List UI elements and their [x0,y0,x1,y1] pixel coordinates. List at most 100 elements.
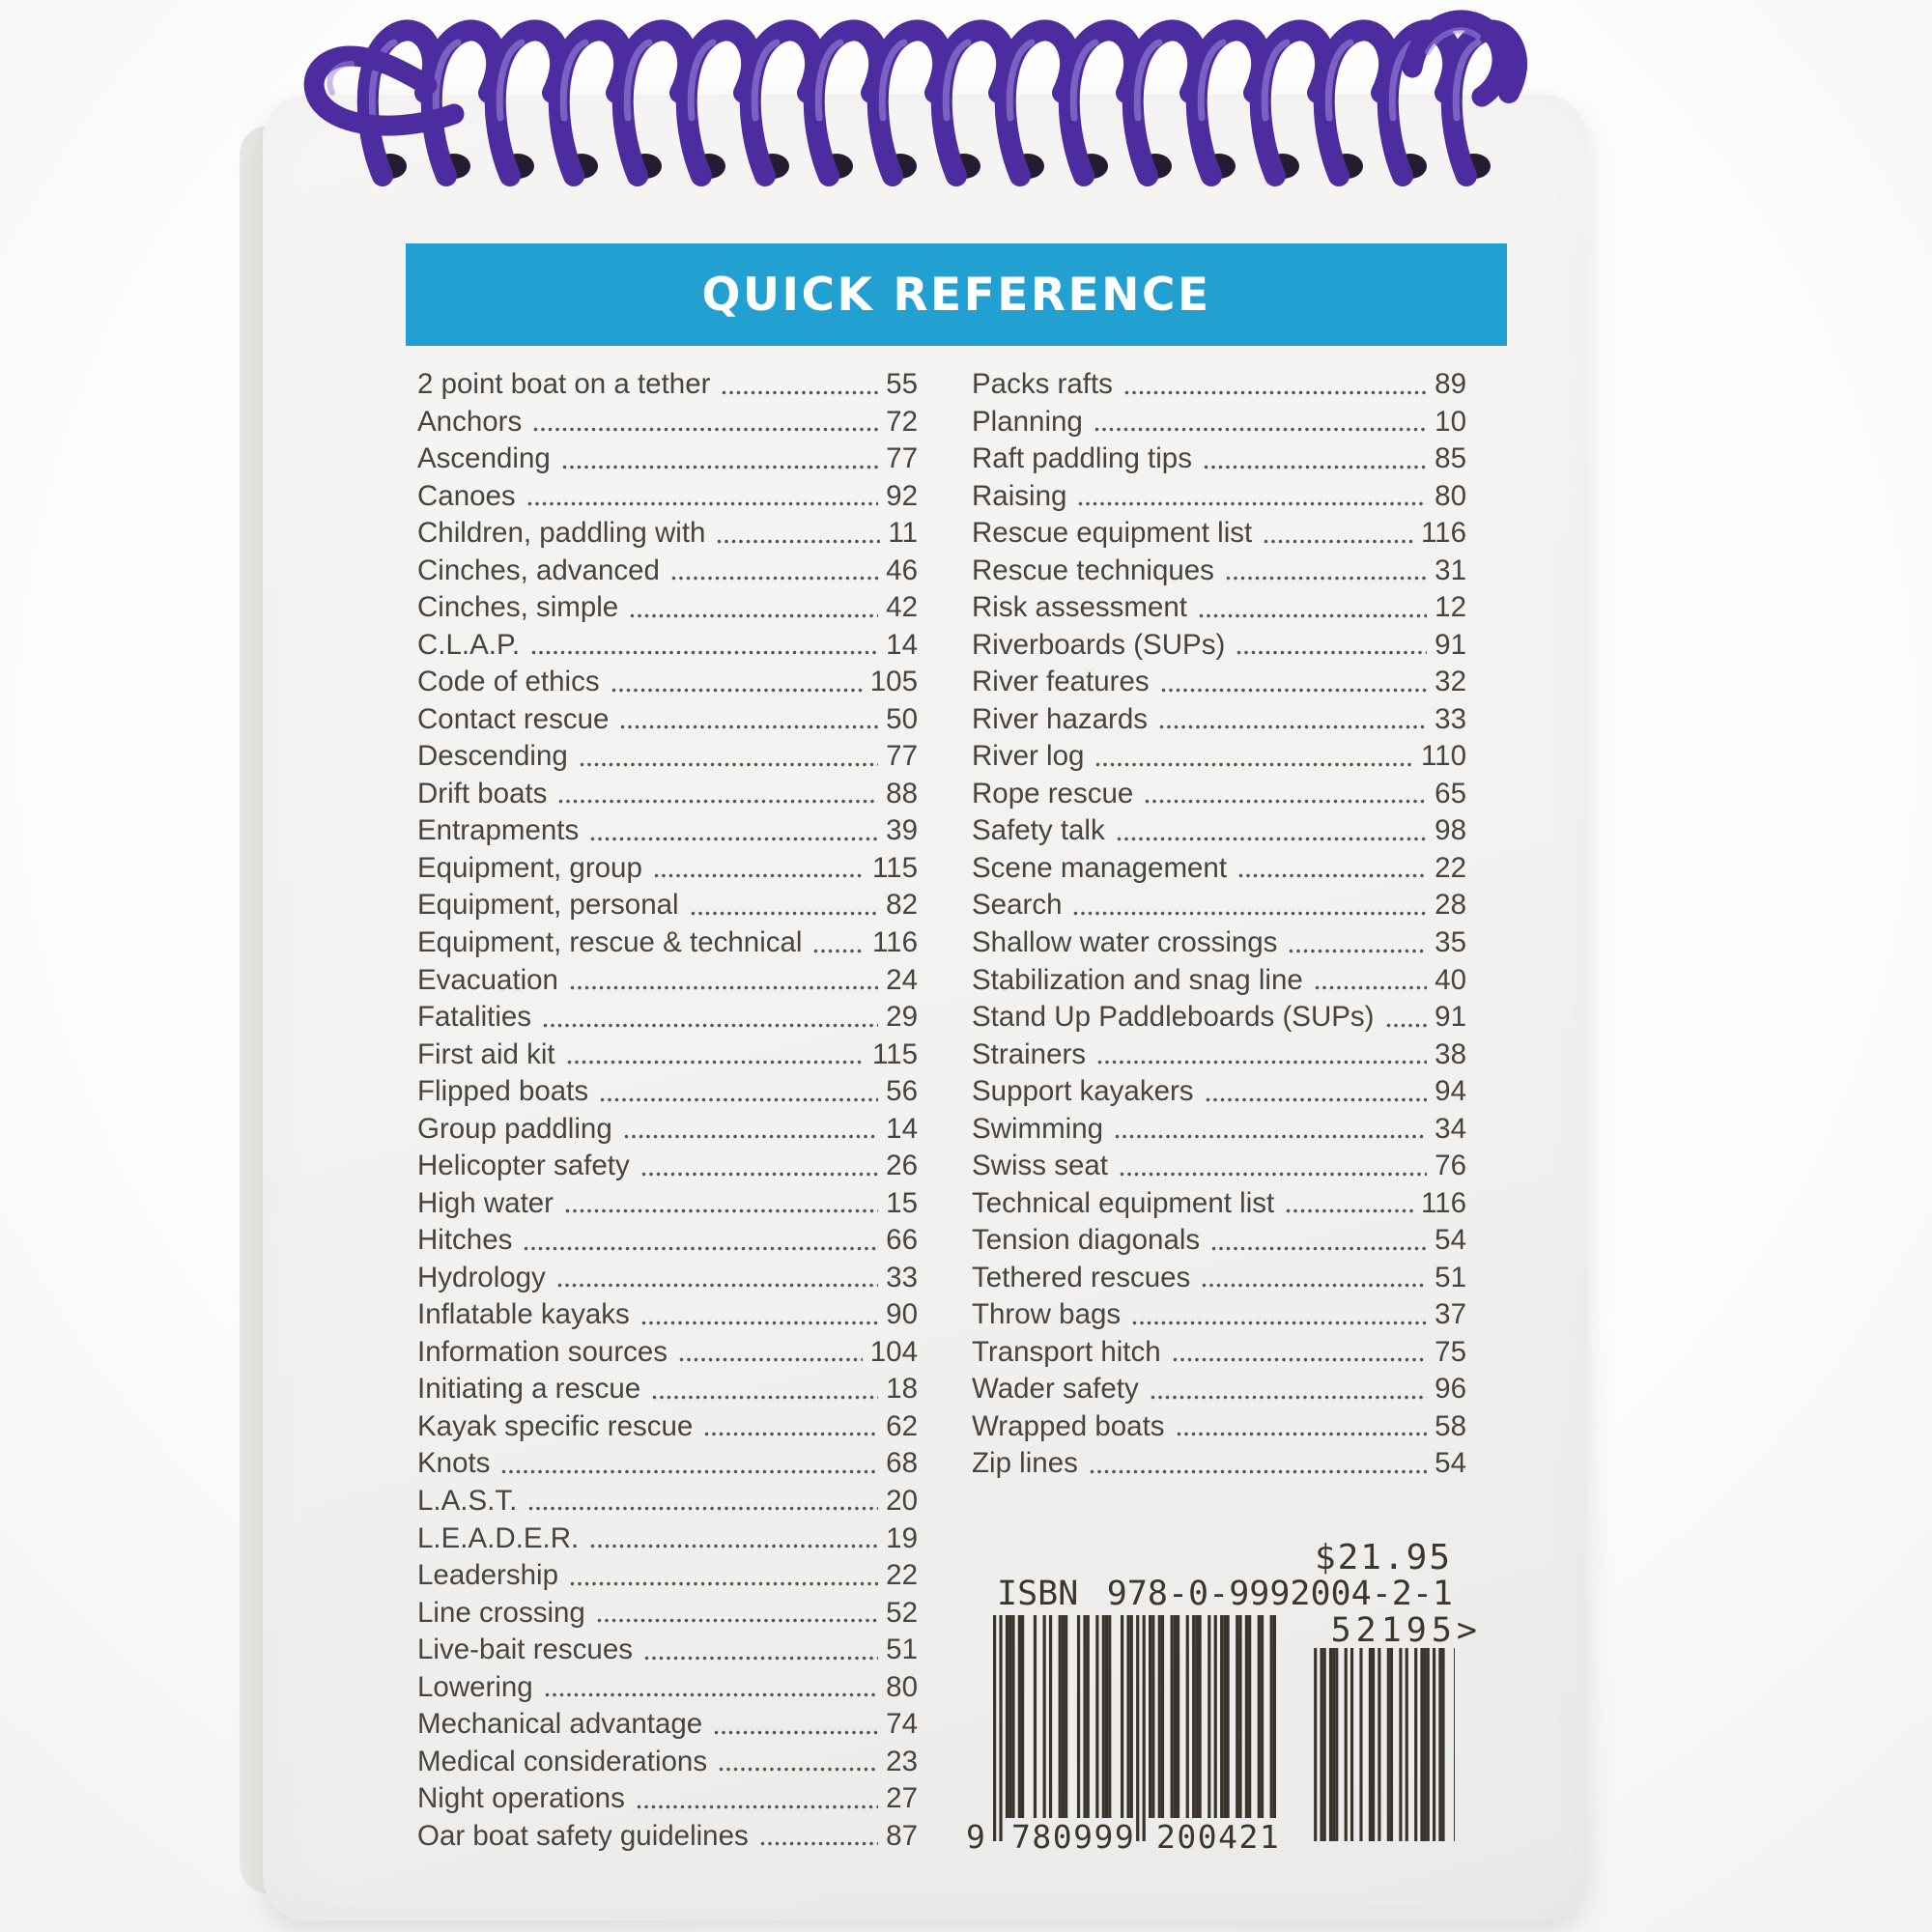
index-entry-row: Fatalities 29 [417,1000,918,1037]
index-entry-page-number: 105 [869,666,918,698]
index-entry-row: Inflatable kayaks 90 [417,1297,918,1335]
index-entry-row: River hazards 33 [972,702,1466,740]
index-entry-row: Stabilization and snag line 40 [972,963,1466,1001]
index-entry-page-number: 34 [1435,1112,1466,1145]
index-entry-label: Swiss seat [972,1150,1108,1182]
dotted-leader [813,948,865,953]
dotted-leader [1236,650,1428,656]
dotted-leader [630,612,879,618]
index-entry-page-number: 14 [886,628,918,661]
index-entry-page-number: 87 [886,1819,918,1852]
index-entry-page-number: 58 [1435,1409,1466,1442]
dotted-leader [590,1544,879,1548]
index-entry-label: Strainers [972,1037,1087,1070]
dotted-leader [596,1618,879,1624]
index-entry-label: Initiating a rescue [417,1373,641,1406]
dotted-leader [1172,1357,1428,1363]
dotted-leader [640,1320,879,1325]
index-entry-row: Risk assessment 12 [972,590,1466,628]
index-entry-label: Support kayakers [972,1075,1194,1108]
index-entry-row: Evacuation 24 [417,963,918,1001]
index-entry-label: Code of ethics [417,666,600,698]
index-entry-label: Children, paddling with [417,517,706,550]
index-entry-label: Tethered rescues [972,1261,1191,1293]
index-entry-row: Lowering 80 [417,1670,918,1708]
index-entry-page-number: 52 [886,1596,918,1629]
dotted-leader [652,1394,879,1400]
index-entry-page-number: 91 [1435,1001,1466,1034]
index-entry-page-number: 104 [869,1335,918,1368]
index-entry-label: Rescue techniques [972,554,1214,586]
dotted-leader [644,1655,879,1661]
index-entry-page-number: 22 [1435,851,1466,884]
dotted-leader [1289,948,1428,953]
index-entry-row: Anchors 72 [417,405,918,442]
dotted-leader [1120,1171,1428,1177]
index-entry-row: Children, paddling with 11 [417,516,918,554]
index-entry-row: Search 28 [972,888,1466,925]
index-entry-label: Swimming [972,1112,1104,1145]
index-entry-page-number: 42 [886,591,918,624]
index-entry-label: First aid kit [417,1037,555,1070]
index-entry-row: Information sources 104 [417,1335,918,1373]
index-entry-page-number: 96 [1435,1373,1466,1406]
dotted-leader [636,1804,879,1809]
dotted-leader [1238,873,1428,879]
dotted-leader [690,910,879,916]
index-entry-row: Initiating a rescue 18 [417,1372,918,1409]
index-entry-label: Descending [417,740,568,773]
barcode-digit-group-1: 780999 [1011,1818,1136,1856]
index-entry-label: River features [972,666,1150,698]
index-entry-row: Scene management 22 [972,851,1466,889]
dotted-leader [543,1022,879,1028]
index-entry-page-number: 68 [886,1447,918,1480]
dotted-leader [722,389,879,395]
index-entry-label: Inflatable kayaks [417,1298,630,1331]
dotted-leader [640,1171,879,1177]
index-entry-label: Knots [417,1447,491,1480]
index-entry-row: Contact rescue 50 [417,702,918,740]
index-entry-row: Oar boat safety guidelines 87 [417,1819,918,1857]
index-entry-label: Oar boat safety guidelines [417,1819,749,1852]
dotted-leader [569,1580,879,1586]
index-entry-label: Contact rescue [417,702,610,735]
index-entry-page-number: 116 [1420,1186,1466,1219]
index-entry-label: Medical considerations [417,1745,708,1777]
dotted-leader [1094,427,1428,433]
index-entry-row: Safety talk 98 [972,813,1466,851]
index-entry-label: Stabilization and snag line [972,963,1303,996]
index-entry-page-number: 20 [886,1484,918,1517]
dotted-leader [531,650,879,656]
index-entry-row: Packs rafts 89 [972,367,1466,405]
index-entry-row: Knots 68 [417,1446,918,1484]
index-entry-label: River log [972,740,1085,773]
index-entry-page-number: 76 [1435,1150,1466,1182]
index-entry-page-number: 14 [886,1112,918,1145]
dotted-leader [611,687,863,693]
quick-reference-header: QUICK REFERENCE [406,243,1507,346]
dotted-leader [528,1506,879,1512]
index-entry-label: Helicopter safety [417,1150,630,1182]
index-entry-label: C.L.A.P. [417,628,521,661]
index-entry-page-number: 15 [886,1186,918,1219]
index-entry-label: Throw bags [972,1298,1122,1331]
index-entry-row: Entrapments 39 [417,813,918,851]
index-entry-page-number: 90 [886,1298,918,1331]
isbn-number: 978-0-9992004-2-1 [1106,1575,1453,1613]
index-entry-label: Cinches, simple [417,591,619,624]
index-entry-row: Cinches, simple 42 [417,590,918,628]
index-entry-page-number: 24 [886,963,918,996]
index-entry-page-number: 72 [886,405,918,438]
index-entry-row: Swiss seat 76 [972,1149,1466,1186]
index-entry-label: Tension diagonals [972,1224,1201,1257]
ean13-barcode [993,1615,1277,1841]
dotted-leader [1211,1245,1428,1251]
dotted-leader [653,873,865,879]
index-entry-page-number: 74 [886,1708,918,1741]
index-entry-row: Ascending 77 [417,441,918,479]
dotted-leader [719,1767,879,1773]
index-entry-row: Rescue equipment list 116 [972,516,1466,554]
index-entry-row: Strainers 38 [972,1037,1466,1075]
index-entry-row: Night operations 27 [417,1781,918,1819]
